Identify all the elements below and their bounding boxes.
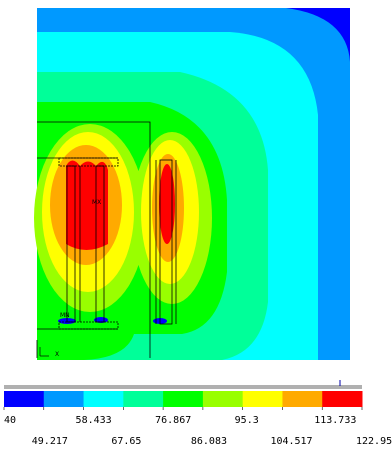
legend-label-top-4: 95.3 bbox=[235, 415, 259, 426]
region-level-9-left bbox=[66, 160, 108, 250]
min-marker: MN bbox=[60, 312, 70, 319]
legend-svg: 40 58.433 76.867 95.3 113.733 49.217 67.65 86.… bbox=[3, 380, 392, 447]
legend-swatch-9 bbox=[322, 391, 363, 407]
cold-spot-mid bbox=[94, 317, 108, 323]
legend-swatch-7 bbox=[242, 391, 283, 407]
legend-swatches bbox=[3, 391, 363, 410]
legend-label-bottom-1: 49.217 bbox=[32, 436, 68, 447]
legend-label-top-5: 113.733 bbox=[314, 415, 356, 426]
axis-x-label: X bbox=[55, 351, 59, 358]
legend-ticks-bottom: 49.217 67.65 86.083 104.517 122.95 bbox=[32, 436, 392, 447]
legend-label-top-1: 40 bbox=[4, 415, 16, 426]
contour-plot: MX MN X bbox=[34, 8, 350, 360]
legend-swatch-4 bbox=[123, 391, 164, 407]
legend-label-bottom-2: 67.65 bbox=[111, 436, 141, 447]
legend-swatch-1 bbox=[4, 391, 45, 407]
legend-label-bottom-3: 86.083 bbox=[191, 436, 227, 447]
legend-shadow-bar bbox=[4, 385, 362, 389]
axis-triad-icon bbox=[39, 347, 49, 357]
legend-ticks-top: 40 58.433 76.867 95.3 113.733 bbox=[4, 415, 356, 426]
legend-swatch-5 bbox=[163, 391, 204, 407]
legend-swatch-6 bbox=[202, 391, 244, 407]
legend-swatch-3 bbox=[83, 391, 124, 407]
legend-label-bottom-5: 122.95 bbox=[356, 436, 392, 447]
legend-label-bottom-4: 104.517 bbox=[270, 436, 312, 447]
color-legend: 40 58.433 76.867 95.3 113.733 49.217 67.65 86.… bbox=[0, 378, 392, 455]
max-marker: MX bbox=[92, 199, 101, 206]
legend-label-top-3: 76.867 bbox=[155, 415, 191, 426]
legend-swatch-2 bbox=[43, 391, 85, 407]
contour-plot-svg: MX MN X bbox=[34, 8, 350, 360]
legend-swatch-8 bbox=[282, 391, 323, 407]
legend-label-top-2: 58.433 bbox=[76, 415, 112, 426]
region-level-9-right bbox=[159, 164, 175, 244]
geometry-outline bbox=[36, 121, 177, 358]
